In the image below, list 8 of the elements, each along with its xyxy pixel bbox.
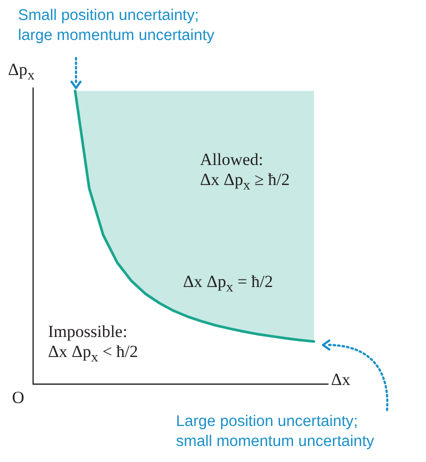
x-axis-title: Δx xyxy=(331,370,350,390)
annotation: Impossible: Δx Δp$_{x}$ < ħ/2 xyxy=(48,322,138,367)
annotation: Allowed: Δx Δp$_{x}$ ≥ ħ/2 xyxy=(200,150,290,195)
text: Small position uncertainty; large momentum uncertainty xyxy=(18,6,214,46)
text: O xyxy=(12,388,24,408)
text: Large position uncertainty; small momentum uncertainty xyxy=(176,412,374,452)
annotation: Δx Δp$_{x}$ = ħ/2 xyxy=(183,272,274,296)
y-axis-title: Δp$_{x}$ xyxy=(8,60,35,84)
